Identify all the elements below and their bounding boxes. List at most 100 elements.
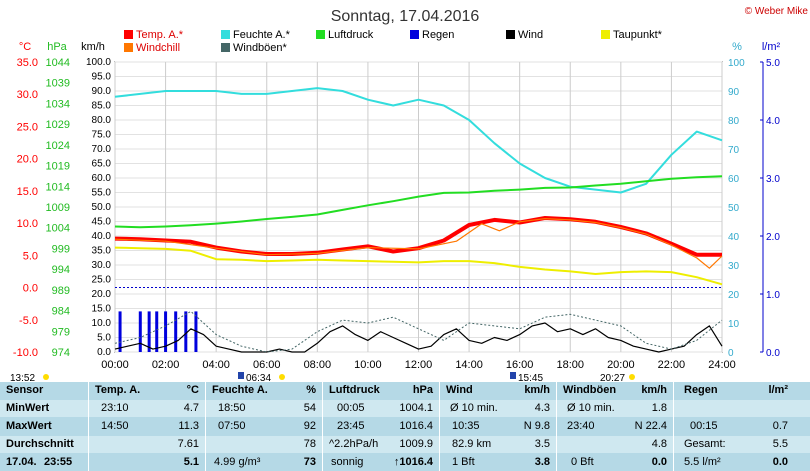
humidity-abs: 4.99 g/m³ bbox=[214, 456, 261, 468]
rain-bar-1 bbox=[138, 311, 142, 352]
rain-bar-4 bbox=[164, 311, 168, 352]
gust-r1-label: Ø 10 min. bbox=[567, 402, 615, 414]
gust-r2-value: N 22.4 bbox=[634, 420, 667, 432]
temp-tick-15: 15.0 bbox=[17, 186, 38, 198]
minwert-label: MinWert bbox=[6, 402, 50, 414]
wind-tick-80: 80.0 bbox=[92, 115, 112, 126]
pressure-tick-1004: 1004 bbox=[46, 223, 70, 235]
stats-rain: Regen l/m² 00:15 0.7 Gesamt: 5.5 5.5 l/m² 0.… bbox=[674, 382, 810, 471]
wind-bft: 1 Bft bbox=[452, 456, 475, 468]
time-left-label: 13:52 bbox=[10, 373, 35, 382]
temp-min-time: 23:10 bbox=[101, 402, 129, 414]
pressure-tick-979: 979 bbox=[52, 326, 70, 338]
wind-r2-time: 10:35 bbox=[452, 420, 480, 432]
rain-bar-6 bbox=[184, 311, 188, 352]
pressure-title: Luftdruck bbox=[329, 384, 380, 396]
series-line-0 bbox=[114, 87, 723, 194]
wind-tick-15: 15.0 bbox=[92, 304, 112, 315]
gust-unit: km/h bbox=[641, 384, 667, 396]
gust-title: Windböen bbox=[563, 384, 617, 396]
wind-tick-25: 25.0 bbox=[92, 275, 112, 286]
temp-tick-10: 10.0 bbox=[17, 218, 38, 230]
wind-distance: 82.9 km bbox=[452, 438, 492, 450]
legend: Temp. A.* Feuchte A.* Luftdruck Regen Wind Ta… bbox=[124, 29, 663, 54]
pressure-max: 1016.4 bbox=[399, 420, 433, 432]
x-tick-16: 16:00 bbox=[506, 359, 534, 371]
legend-swatch-4 bbox=[506, 30, 515, 39]
pressure-tick-1019: 1019 bbox=[46, 161, 70, 173]
axes: 0.0 5.0 10.0 15.0 20.0 25.0 30.0 35.0 40.0 45.0 50… bbox=[13, 57, 780, 359]
pressure-tick-1034: 1034 bbox=[46, 98, 70, 110]
x-tick-4: 04:00 bbox=[202, 359, 230, 371]
temp-title: Temp. A. bbox=[95, 384, 141, 396]
stats-gust: Windböen km/h Ø 10 min. 1.8 23:40 N 22.4 4.… bbox=[557, 382, 674, 471]
pressure-max-time: 23:45 bbox=[337, 420, 365, 432]
wind-tick-55: 55.0 bbox=[92, 188, 112, 199]
legend-label-6: Windchill bbox=[136, 42, 180, 54]
x-tick-20: 20:00 bbox=[607, 359, 635, 371]
maxwert-label: MaxWert bbox=[6, 420, 52, 432]
pressure-forecast: sonnig bbox=[331, 456, 364, 468]
stats-pressure: Luftdruck hPa 00:05 1004.1 23:45 1016.4 ^2.… bbox=[323, 382, 440, 471]
x-tick-10: 10:00 bbox=[354, 359, 382, 371]
pressure-axis-unit: hPa bbox=[47, 41, 67, 53]
temp-tick--5: -5.0 bbox=[19, 315, 38, 327]
x-tick-12: 12:00 bbox=[405, 359, 433, 371]
wind-tick-30: 30.0 bbox=[92, 260, 112, 271]
wind-tick-95: 95.0 bbox=[92, 72, 112, 83]
stats-table: Sensor MinWert MaxWert Durchschnitt 17.0… bbox=[0, 382, 810, 471]
legend-swatch-6 bbox=[124, 43, 133, 52]
pressure-unit: hPa bbox=[412, 384, 433, 396]
x-tick-14: 14:00 bbox=[455, 359, 483, 371]
stats-sensor: Sensor MinWert MaxWert Durchschnitt 17.0… bbox=[0, 382, 89, 471]
wind-tick-85: 85.0 bbox=[92, 101, 112, 112]
legend-label-1: Feuchte A.* bbox=[233, 29, 291, 41]
sunset-label: 20:27 bbox=[600, 373, 625, 382]
humidity-min-time: 18:50 bbox=[218, 402, 246, 414]
rain-total-label: Gesamt: bbox=[684, 438, 726, 450]
wind-tick-40: 40.0 bbox=[92, 231, 112, 242]
temp-avg: 7.61 bbox=[177, 438, 199, 450]
wind-r1-value: 4.3 bbox=[534, 402, 550, 414]
wind-tick-45: 45.0 bbox=[92, 217, 112, 228]
temp-unit: °C bbox=[186, 384, 199, 396]
wind-tick-60: 60.0 bbox=[92, 173, 112, 184]
copyright-label: © Weber Mike bbox=[745, 6, 809, 17]
wind-tick-90: 90.0 bbox=[92, 86, 112, 97]
wind-tick-65: 65.0 bbox=[92, 159, 112, 170]
plot-area bbox=[114, 87, 723, 353]
rain-tick-5: 5.0 bbox=[766, 58, 780, 69]
pressure-tick-999: 999 bbox=[52, 243, 70, 255]
legend-label-4: Wind bbox=[518, 29, 543, 41]
rain-r2-time: 00:15 bbox=[690, 420, 718, 432]
wind-tick-50: 50.0 bbox=[92, 202, 112, 213]
sensor-time: 23:55 bbox=[44, 456, 73, 468]
wind-unit: km/h bbox=[524, 384, 550, 396]
series-line-4 bbox=[114, 246, 723, 286]
x-tick-2: 02:00 bbox=[152, 359, 180, 371]
humidity-title: Feuchte A. bbox=[212, 384, 268, 396]
legend-swatch-1 bbox=[221, 30, 230, 39]
pressure-tick-1014: 1014 bbox=[46, 181, 70, 193]
temp-max-time: 14:50 bbox=[101, 420, 129, 432]
temp-tick-35: 35.0 bbox=[17, 57, 38, 69]
series-line-6 bbox=[114, 310, 723, 353]
temp-tick-5: 5.0 bbox=[23, 250, 38, 262]
noon-icon bbox=[510, 372, 516, 379]
rain-axis-unit: l/m² bbox=[762, 41, 781, 53]
x-tick-22: 22:00 bbox=[658, 359, 686, 371]
temp-axis-unit: °C bbox=[19, 41, 31, 53]
humidity-tick-80: 80 bbox=[728, 116, 740, 127]
humidity-tick-0: 0 bbox=[728, 348, 734, 359]
legend-label-2: Luftdruck bbox=[328, 29, 374, 41]
humidity-tick-50: 50 bbox=[728, 203, 740, 214]
pressure-tick-989: 989 bbox=[52, 285, 70, 297]
temp-tick-25: 25.0 bbox=[17, 121, 38, 133]
x-axis: 00:00 02:00 04:00 06:00 08:00 10:00 12:00 14:00… bbox=[101, 359, 736, 371]
sunrise-sun-icon bbox=[279, 374, 285, 380]
legend-swatch-7 bbox=[221, 43, 230, 52]
wind-current: 3.8 bbox=[534, 456, 550, 468]
sun-icon bbox=[43, 374, 49, 380]
rain-tick-0: 0.0 bbox=[766, 348, 780, 359]
humidity-unit: % bbox=[306, 384, 316, 396]
